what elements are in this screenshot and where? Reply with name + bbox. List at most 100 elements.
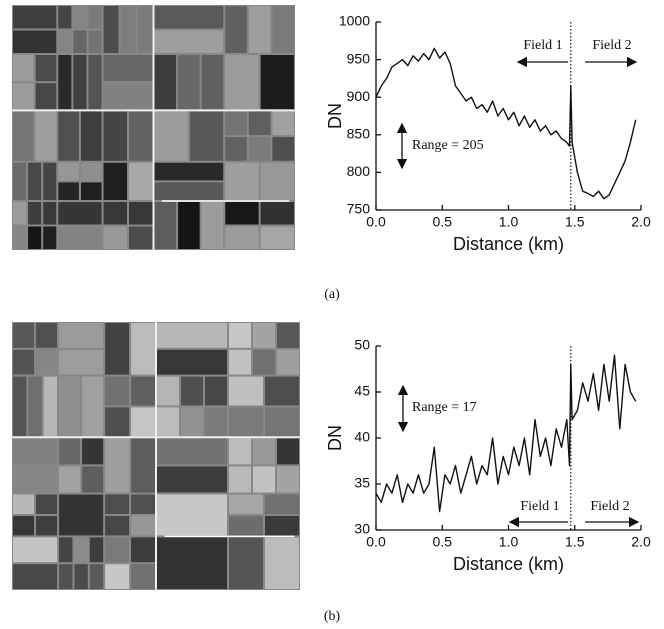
field-parcel (43, 376, 58, 437)
annotation: Field 2 (590, 499, 629, 514)
field-parcel (73, 6, 87, 29)
field-parcel (73, 55, 87, 110)
field-parcel (36, 515, 58, 536)
field-parcel (13, 376, 27, 437)
field-parcel (103, 111, 128, 161)
x-tick-label: 1.5 (565, 534, 585, 550)
data-line (375, 354, 637, 513)
field-parcel (13, 515, 35, 536)
field-parcel (103, 55, 153, 82)
field-parcel (131, 407, 155, 437)
field-parcel (59, 564, 73, 589)
y-tick-label: 750 (347, 201, 371, 217)
field-parcel (277, 349, 299, 375)
field-parcel (82, 376, 104, 437)
field-parcel (13, 466, 58, 493)
field-parcel (58, 111, 79, 161)
field-parcel (43, 162, 57, 200)
field-parcel (36, 494, 58, 514)
field-parcel (201, 55, 224, 110)
field-parcel (103, 83, 153, 110)
field-parcel (260, 55, 294, 110)
field-parcel (131, 323, 155, 375)
field-parcel (35, 111, 57, 161)
caption: (b) (324, 609, 341, 624)
field-parcel (157, 494, 227, 536)
y-tick-label: 850 (347, 126, 371, 142)
field-parcel (89, 564, 104, 589)
field-parcel (260, 202, 294, 225)
field-parcel (80, 162, 102, 181)
annotation: Field 1 (523, 38, 562, 53)
field-parcel (225, 111, 247, 136)
field-parcel (260, 162, 294, 200)
field-parcel (253, 349, 275, 375)
x-tick-label: 1.0 (499, 214, 519, 230)
field-parcel (88, 6, 102, 29)
field-parcel (265, 537, 299, 589)
field-parcel (103, 202, 128, 225)
y-tick-label: 40 (354, 429, 370, 445)
field-parcel (154, 30, 224, 53)
x-tick-label: 2.0 (631, 534, 651, 550)
field-parcel (154, 182, 224, 200)
field-parcel (43, 226, 57, 249)
field-parcel (277, 323, 299, 348)
field-parcel (82, 466, 104, 493)
field-parcel (103, 162, 128, 200)
field-parcel (248, 6, 271, 53)
field-parcel (277, 466, 299, 493)
field-parcel (74, 564, 88, 589)
field-parcel (248, 137, 271, 161)
field-parcel (105, 564, 130, 589)
field-parcel (13, 323, 35, 348)
field-parcel (58, 182, 79, 200)
field-parcel (80, 182, 102, 200)
field-parcel (43, 202, 57, 225)
field-parcel (59, 494, 104, 536)
field-parcel (105, 537, 130, 563)
field-parcel (154, 162, 224, 181)
field-parcel (229, 349, 251, 375)
field-parcel (272, 137, 294, 161)
field-parcel (28, 376, 42, 437)
y-tick-label: 45 (354, 383, 370, 399)
field-parcel (35, 55, 57, 82)
field-parcel (58, 6, 72, 29)
field-parcel (225, 202, 259, 225)
field-parcel (253, 323, 275, 348)
field-parcel (265, 494, 299, 514)
field-parcel (13, 537, 58, 563)
field-parcel (225, 137, 247, 161)
annotation: Field 2 (592, 38, 631, 53)
annotation: Range = 17 (412, 400, 477, 415)
field-parcel (80, 111, 102, 161)
field-parcel (157, 323, 227, 348)
field-parcel (13, 111, 34, 161)
field-parcel (129, 162, 153, 200)
annotation: Range = 205 (412, 138, 484, 153)
field-parcel (105, 515, 130, 536)
field-parcel (13, 438, 58, 465)
field-parcel (59, 438, 81, 465)
field-parcel (13, 349, 35, 375)
y-axis-title: DN (325, 103, 345, 129)
field-parcel (265, 376, 299, 406)
y-tick-label: 30 (354, 521, 370, 537)
field-parcel (129, 202, 153, 225)
field-parcel (59, 349, 104, 375)
data-line (375, 47, 637, 200)
caption: (a) (324, 287, 340, 302)
annotation: Field 1 (520, 499, 559, 514)
field-parcel (58, 162, 79, 181)
satellite-image (12, 322, 300, 590)
field-parcel (13, 202, 27, 225)
field-parcel (105, 494, 130, 514)
x-tick-label: 0.5 (433, 214, 453, 230)
field-parcel (154, 6, 224, 29)
field-parcel (59, 323, 104, 348)
field-parcel (105, 323, 130, 375)
field-parcel (73, 30, 87, 53)
field-parcel (253, 438, 275, 465)
